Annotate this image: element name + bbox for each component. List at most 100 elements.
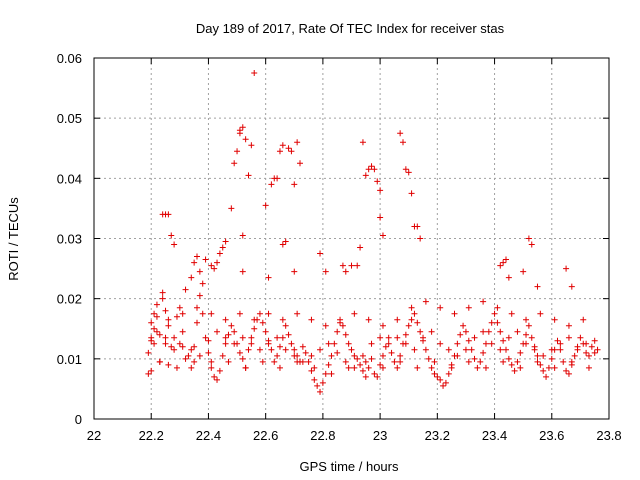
y-tick-label: 0.05	[57, 111, 82, 126]
x-tick-label: 22	[87, 428, 101, 443]
data-point	[211, 265, 218, 272]
chart-title: Day 189 of 2017, Rate Of TEC Index for r…	[196, 21, 505, 36]
data-point	[173, 313, 180, 320]
data-point	[337, 316, 344, 323]
data-point	[437, 304, 444, 311]
data-point	[256, 310, 263, 317]
data-point	[214, 376, 221, 383]
data-point	[168, 232, 175, 239]
data-point	[211, 373, 218, 380]
data-point	[514, 358, 521, 365]
x-tick-label: 22.4	[196, 428, 221, 443]
y-axis-label: ROTI / TECUs	[6, 197, 21, 281]
data-point	[457, 331, 464, 338]
data-point	[291, 181, 298, 188]
x-tick-label: 23.4	[482, 428, 507, 443]
data-point	[465, 304, 472, 311]
data-point	[491, 310, 498, 317]
data-point	[420, 334, 427, 341]
data-point	[534, 283, 541, 290]
data-point	[342, 331, 349, 338]
data-point	[248, 334, 255, 341]
data-point	[317, 346, 324, 353]
data-point	[557, 340, 564, 347]
data-point	[379, 232, 386, 239]
data-point	[268, 181, 275, 188]
x-tick-label: 23	[373, 428, 387, 443]
data-point	[365, 316, 372, 323]
data-point	[588, 343, 595, 350]
data-point	[242, 364, 249, 371]
data-point	[397, 352, 404, 359]
data-point	[345, 364, 352, 371]
data-point	[311, 364, 318, 371]
data-point	[422, 298, 429, 305]
data-point	[179, 343, 186, 350]
data-point	[179, 328, 186, 335]
data-point	[462, 346, 469, 353]
data-point	[525, 235, 532, 242]
data-point	[191, 358, 198, 365]
data-point	[431, 358, 438, 365]
data-point	[216, 250, 223, 257]
data-point	[291, 346, 298, 353]
data-point	[239, 268, 246, 275]
data-point	[505, 274, 512, 281]
data-point	[334, 349, 341, 356]
data-point	[262, 202, 269, 209]
data-point	[445, 346, 452, 353]
data-point	[202, 334, 209, 341]
data-point	[191, 343, 198, 350]
data-point	[276, 148, 283, 155]
data-point	[434, 373, 441, 380]
data-point	[325, 340, 332, 347]
data-point	[511, 367, 518, 374]
data-point	[314, 382, 321, 389]
data-point	[259, 358, 266, 365]
data-point	[148, 367, 155, 374]
data-point	[474, 364, 481, 371]
data-point	[285, 145, 292, 152]
data-point	[282, 322, 289, 329]
data-point	[462, 328, 469, 335]
data-point	[425, 355, 432, 362]
data-point	[168, 343, 175, 350]
data-point	[494, 304, 501, 311]
data-point	[585, 364, 592, 371]
y-tick-label: 0.06	[57, 51, 82, 66]
data-point	[405, 322, 412, 329]
data-point	[362, 172, 369, 179]
data-point	[265, 340, 272, 347]
data-point	[428, 328, 435, 335]
data-point	[276, 343, 283, 350]
data-point	[236, 349, 243, 356]
data-point	[205, 337, 212, 344]
data-point	[159, 295, 166, 302]
data-point	[228, 322, 235, 329]
data-point	[405, 169, 412, 176]
data-point	[505, 355, 512, 362]
data-point	[448, 364, 455, 371]
data-point	[568, 358, 575, 365]
data-point	[359, 352, 366, 359]
data-point	[294, 139, 301, 146]
data-point	[348, 262, 355, 269]
data-point	[591, 337, 598, 344]
data-point	[231, 340, 238, 347]
data-point	[322, 322, 329, 329]
data-point	[442, 379, 449, 386]
data-point	[153, 301, 160, 308]
data-point	[414, 223, 421, 230]
data-point	[523, 331, 530, 338]
data-point	[311, 376, 318, 383]
data-point	[485, 328, 492, 335]
data-point	[245, 346, 252, 353]
data-point	[219, 244, 226, 251]
data-point	[248, 142, 255, 149]
data-point	[205, 349, 212, 356]
data-point	[262, 328, 269, 335]
data-point	[402, 340, 409, 347]
data-point	[148, 334, 155, 341]
data-point	[171, 334, 178, 341]
axes: 22 22.2 22.4 22.6 22.8 23 23.2 23.4 23.6 23.8 0 0.0…	[57, 51, 622, 443]
